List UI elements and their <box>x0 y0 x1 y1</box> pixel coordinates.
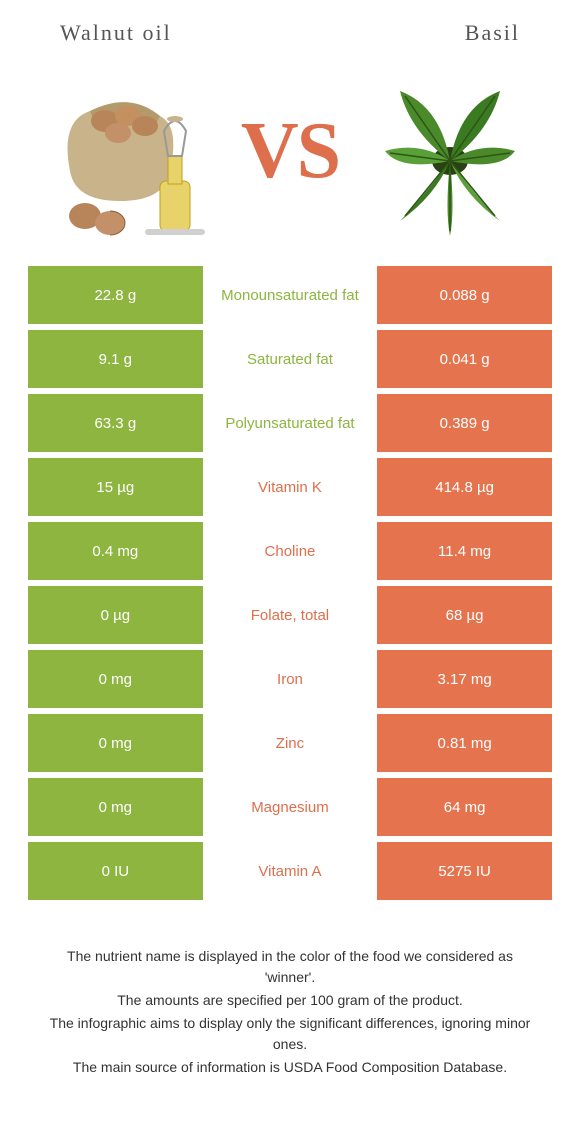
left-food-image <box>50 61 210 241</box>
right-value-cell: 414.8 µg <box>377 458 552 516</box>
right-value-cell: 11.4 mg <box>377 522 552 580</box>
right-value-cell: 3.17 mg <box>377 650 552 708</box>
nutrient-row: 0 IUVitamin A5275 IU <box>28 842 552 900</box>
right-food-image <box>370 61 530 241</box>
left-value-cell: 15 µg <box>28 458 203 516</box>
nutrient-row: 0 mgMagnesium64 mg <box>28 778 552 836</box>
right-value-cell: 5275 IU <box>377 842 552 900</box>
left-value-cell: 0 µg <box>28 586 203 644</box>
left-value-cell: 0 mg <box>28 778 203 836</box>
footer-line: The amounts are specified per 100 gram o… <box>40 990 540 1011</box>
right-value-cell: 0.389 g <box>377 394 552 452</box>
nutrient-label-cell: Choline <box>203 522 378 580</box>
nutrient-label-cell: Vitamin A <box>203 842 378 900</box>
left-value-cell: 9.1 g <box>28 330 203 388</box>
nutrient-label-cell: Zinc <box>203 714 378 772</box>
nutrient-label-cell: Polyunsaturated fat <box>203 394 378 452</box>
left-value-cell: 63.3 g <box>28 394 203 452</box>
nutrient-label-cell: Vitamin K <box>203 458 378 516</box>
footer-line: The nutrient name is displayed in the co… <box>40 946 540 988</box>
left-value-cell: 0.4 mg <box>28 522 203 580</box>
vs-label: VS <box>241 106 339 197</box>
nutrient-row: 0 µgFolate, total68 µg <box>28 586 552 644</box>
footer-line: The main source of information is USDA F… <box>40 1057 540 1078</box>
left-value-cell: 0 mg <box>28 650 203 708</box>
nutrient-label-cell: Iron <box>203 650 378 708</box>
right-value-cell: 68 µg <box>377 586 552 644</box>
left-value-cell: 22.8 g <box>28 266 203 324</box>
nutrient-label-cell: Magnesium <box>203 778 378 836</box>
right-food-title: Basil <box>465 20 520 46</box>
footer-notes: The nutrient name is displayed in the co… <box>0 906 580 1078</box>
nutrient-table: 22.8 gMonounsaturated fat0.088 g 9.1 gSat… <box>0 266 580 900</box>
nutrient-row: 0.4 mgCholine11.4 mg <box>28 522 552 580</box>
nutrient-row: 0 mgZinc0.81 mg <box>28 714 552 772</box>
nutrient-row: 9.1 gSaturated fat0.041 g <box>28 330 552 388</box>
nutrient-label-cell: Folate, total <box>203 586 378 644</box>
nutrient-label-cell: Monounsaturated fat <box>203 266 378 324</box>
nutrient-row: 0 mgIron3.17 mg <box>28 650 552 708</box>
footer-line: The infographic aims to display only the… <box>40 1013 540 1055</box>
nutrient-row: 22.8 gMonounsaturated fat0.088 g <box>28 266 552 324</box>
right-value-cell: 0.81 mg <box>377 714 552 772</box>
left-value-cell: 0 IU <box>28 842 203 900</box>
right-value-cell: 64 mg <box>377 778 552 836</box>
nutrient-label-cell: Saturated fat <box>203 330 378 388</box>
right-value-cell: 0.088 g <box>377 266 552 324</box>
hero-row: VS <box>0 46 580 266</box>
nutrient-row: 15 µgVitamin K414.8 µg <box>28 458 552 516</box>
left-food-title: Walnut oil <box>60 20 172 46</box>
left-value-cell: 0 mg <box>28 714 203 772</box>
nutrient-row: 63.3 gPolyunsaturated fat0.389 g <box>28 394 552 452</box>
right-value-cell: 0.041 g <box>377 330 552 388</box>
